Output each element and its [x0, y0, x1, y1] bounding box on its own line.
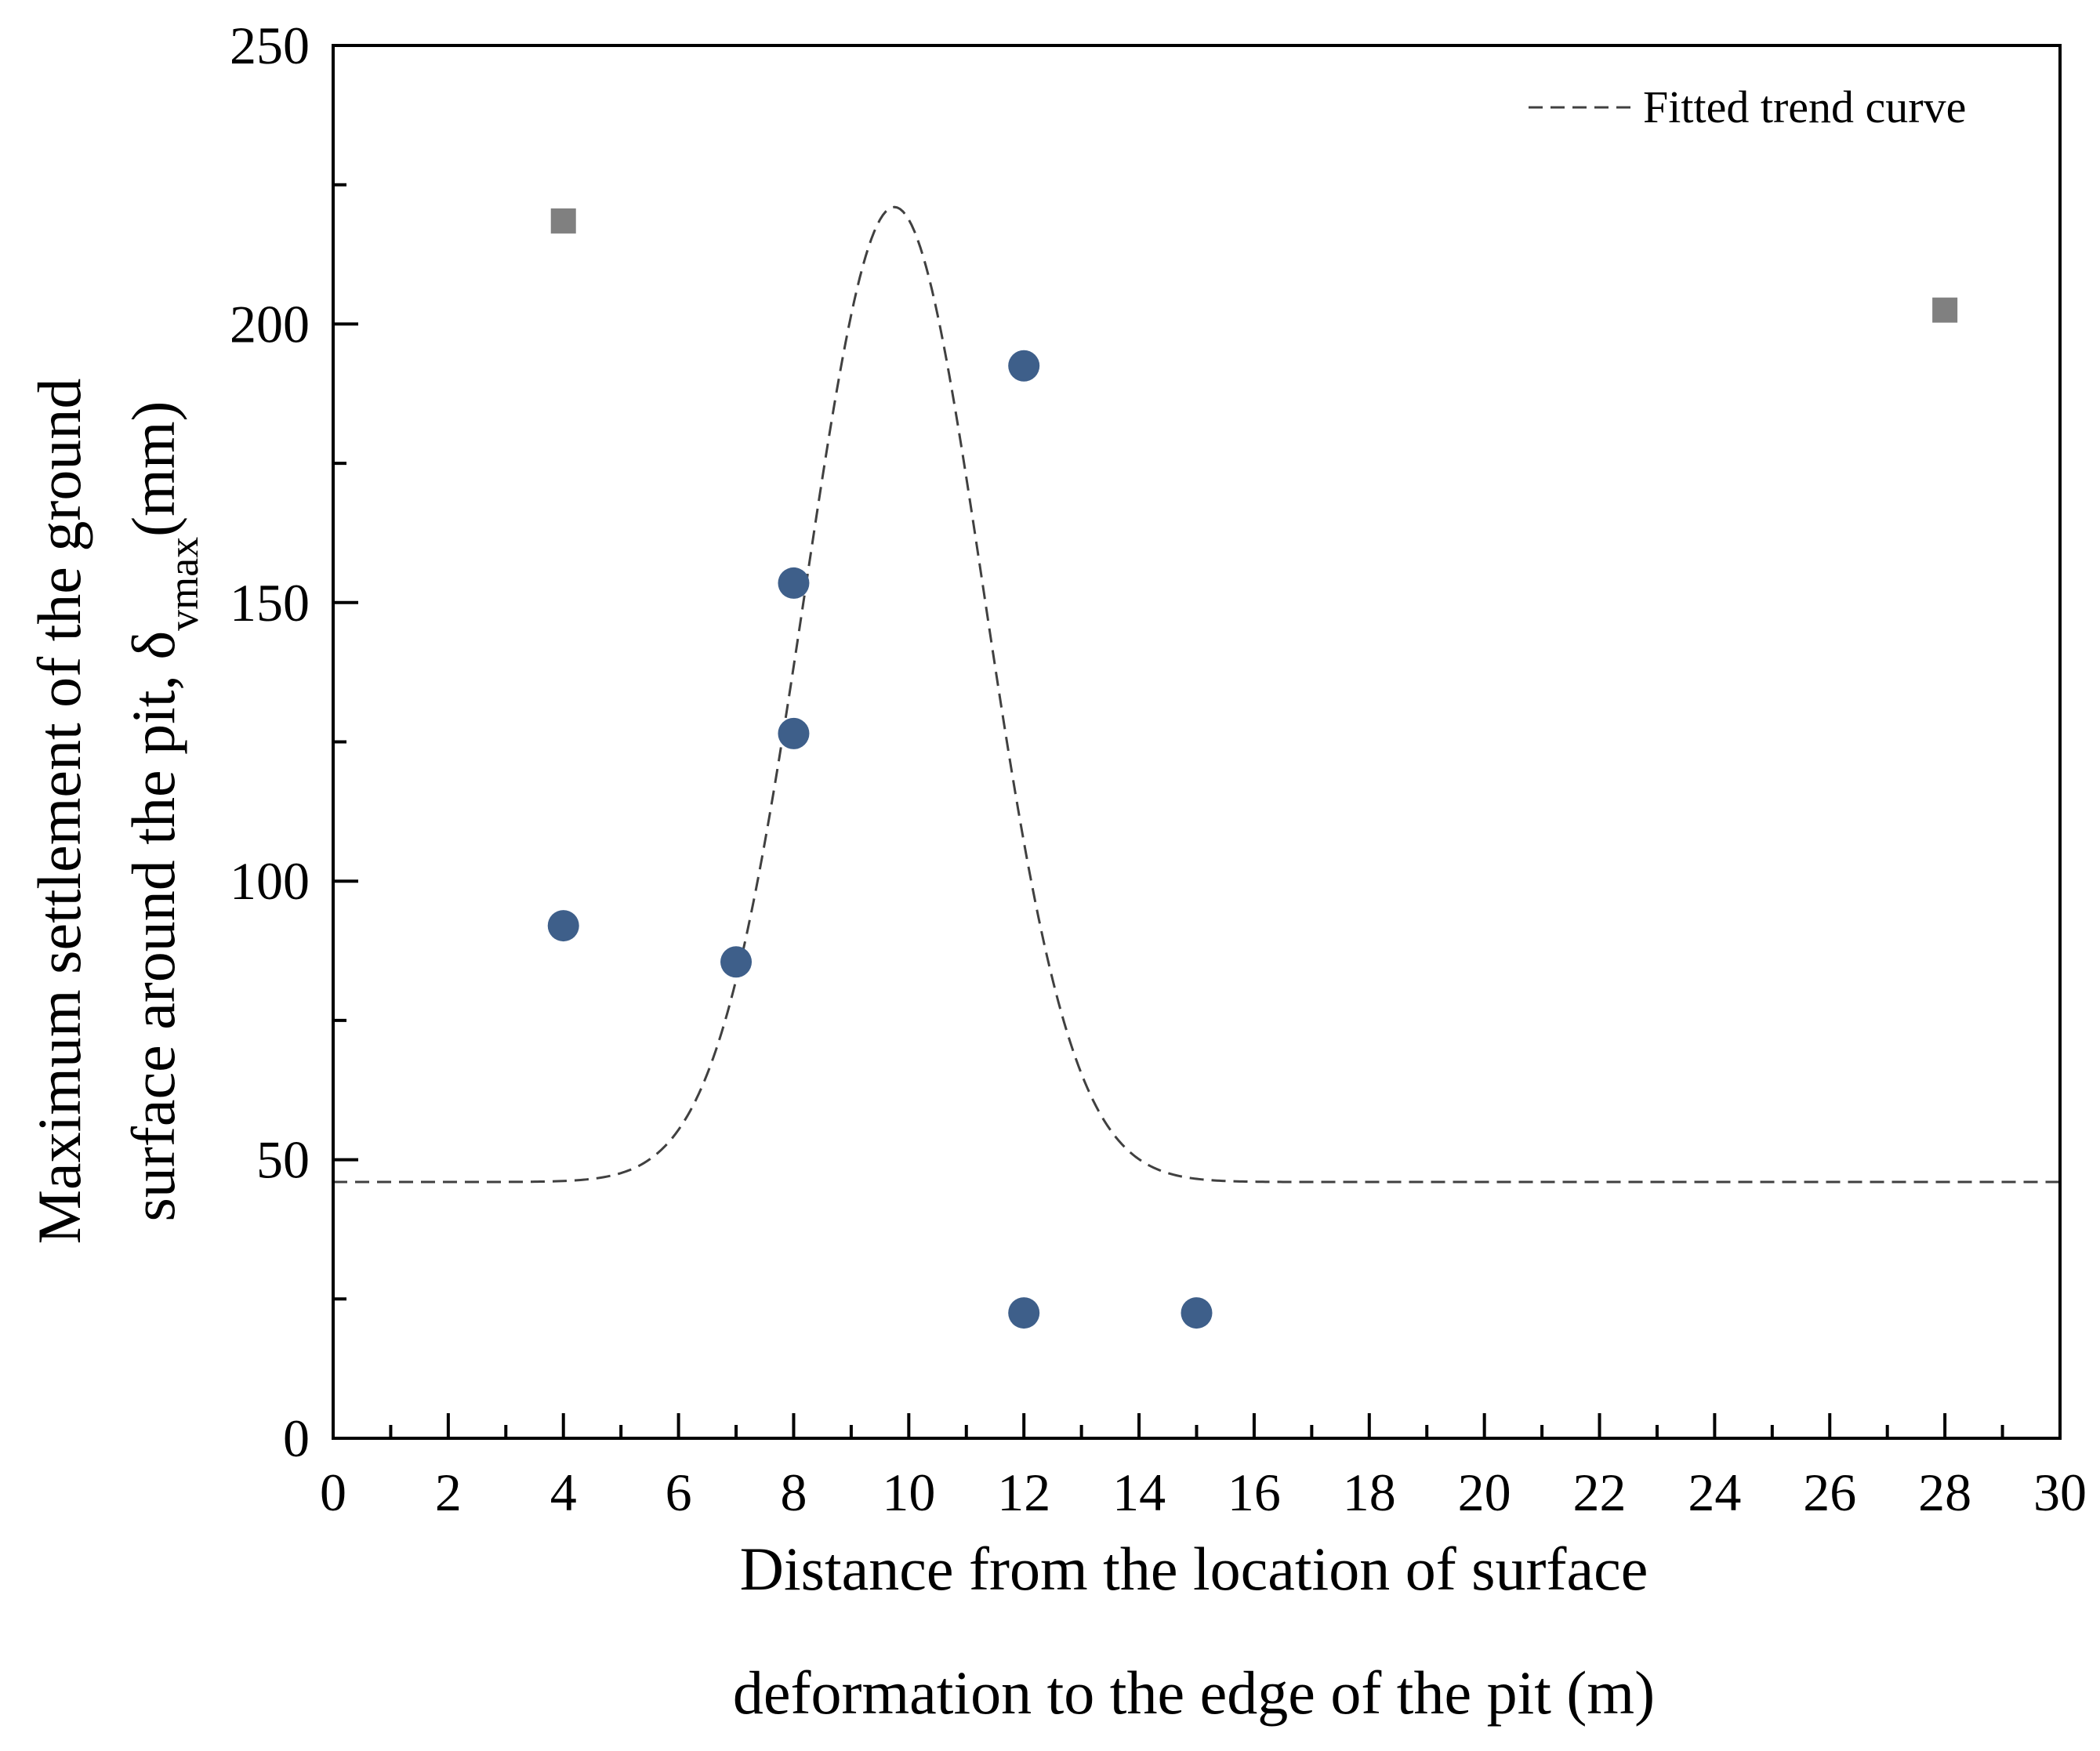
- x-tick-label: 6: [666, 1463, 692, 1522]
- data-point-square: [1932, 297, 1958, 323]
- y-title-suffix: (mm): [119, 401, 187, 537]
- y-tick-label: 0: [283, 1408, 310, 1468]
- x-tick-label: 22: [1573, 1463, 1627, 1522]
- x-tick-label: 28: [1918, 1463, 1971, 1522]
- x-axis-title-line-2: deformation to the edge of the pit (m): [733, 1659, 1655, 1727]
- plot-frame: [332, 44, 2062, 1440]
- data-point-circle: [778, 717, 810, 749]
- data-point-square: [550, 208, 576, 234]
- x-tick-label: 26: [1803, 1463, 1856, 1522]
- y-axis-title: Maximum settlement of the ground: [25, 379, 93, 1245]
- x-axis-title: Distance from the location of surface de…: [733, 1535, 1655, 1727]
- y-tick-label: 200: [230, 294, 310, 353]
- data-point-circle: [720, 946, 753, 978]
- y-axis-title-2: surface around the pit, δvmax(mm): [119, 401, 207, 1222]
- x-tick-label: 2: [435, 1463, 462, 1522]
- data-point-circle: [1008, 1297, 1040, 1329]
- fitted-trend-curve: [333, 205, 2060, 1184]
- x-tick-label: 10: [882, 1463, 935, 1522]
- data-points-layer: [547, 208, 1958, 1329]
- legend: Fitted trend curve: [1529, 82, 1966, 132]
- x-tick-label: 20: [1458, 1463, 1511, 1522]
- legend-label-fitted-trend-curve: Fitted trend curve: [1643, 82, 1966, 132]
- x-tick-label: 12: [997, 1463, 1050, 1522]
- data-point-circle: [1008, 350, 1040, 382]
- y-title-subscript: vmax: [160, 537, 207, 631]
- x-tick-label: 4: [550, 1463, 577, 1522]
- trend-curve-layer: [333, 205, 2060, 1184]
- y-tick-label: 250: [230, 16, 310, 75]
- y-tick-label: 150: [230, 573, 310, 633]
- x-tick-label: 16: [1228, 1463, 1281, 1522]
- x-tick-label: 8: [780, 1463, 807, 1522]
- data-point-circle: [547, 910, 579, 942]
- data-point-circle: [1181, 1297, 1213, 1329]
- x-tick-label: 14: [1112, 1463, 1166, 1522]
- y-axis-title-line-2: surface around the pit, δvmax(mm): [119, 401, 207, 1222]
- x-tick-label: 30: [2033, 1463, 2087, 1522]
- y-tick-label: 50: [256, 1130, 310, 1190]
- x-axis-title-line-1: Distance from the location of surface: [740, 1535, 1648, 1603]
- y-tick-label: 100: [230, 851, 310, 911]
- x-tick-label: 24: [1688, 1463, 1741, 1522]
- y-title-prefix: surface around the pit, δ: [119, 631, 187, 1222]
- data-point-circle: [778, 567, 810, 599]
- x-tick-label: 18: [1343, 1463, 1396, 1522]
- y-axis-title-line-1: Maximum settlement of the ground: [25, 379, 93, 1245]
- axis-tick-labels: 0 2 4 6 8 10 12 14 16 18 20 22 24 26 28 300501001502002…: [230, 16, 2087, 1522]
- x-tick-label: 0: [320, 1463, 346, 1522]
